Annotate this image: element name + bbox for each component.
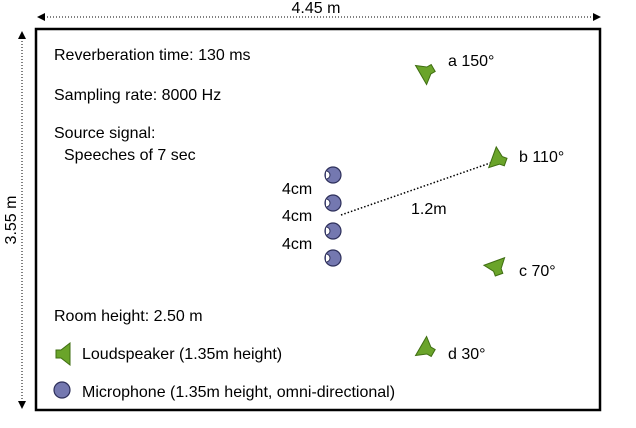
loudspeaker-a-icon [414,63,436,86]
source-signal-title: Source signal: [54,125,155,142]
room-height-text: Room height: 2.50 m [54,308,203,325]
legend-microphone-label: Microphone (1.35m height, omni-direction… [82,384,395,401]
legend-microphone-icon [53,381,71,399]
loudspeaker-a-label: a 150° [448,53,494,70]
loudspeaker-c-icon [482,256,506,277]
source-signal-desc: Speeches of 7 sec [64,147,196,164]
loudspeaker-c-label: c 70° [519,263,556,280]
loudspeaker-b-icon [487,145,508,169]
microphone-3 [324,222,342,240]
sampling-rate-text: Sampling rate: 8000 Hz [54,87,221,104]
room-boundary [34,27,602,412]
height-dimension-label: 3.55 m [3,196,20,245]
legend-loudspeaker-icon [55,341,71,367]
distance-line [340,160,497,216]
mic-spacing-label-2: 4cm [282,208,312,225]
width-dimension-label: 4.45 m [292,0,341,17]
microphone-array [324,166,342,267]
loudspeaker-b-label: b 110° [519,149,564,166]
loudspeaker-d-label: d 30° [448,346,486,363]
microphone-2 [324,194,342,212]
microphone-1 [324,166,342,184]
mic-spacing-label-3: 4cm [282,236,312,253]
mic-spacing-label-1: 4cm [282,181,312,198]
legend-loudspeaker-label: Loudspeaker (1.35m height) [82,346,282,363]
reverberation-text: Reverberation time: 130 ms [54,47,251,64]
loudspeaker-d-icon [414,335,436,358]
distance-label: 1.2m [411,201,447,218]
microphone-4 [324,249,342,267]
